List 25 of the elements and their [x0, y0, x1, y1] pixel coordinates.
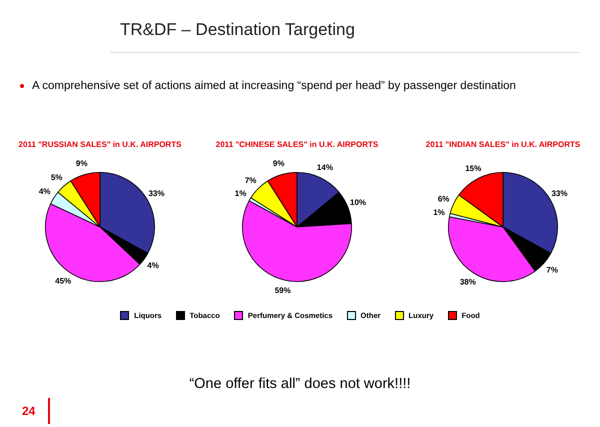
chart-title: 2011 "CHINESE SALES" in U.K. AIRPORTS	[214, 140, 380, 151]
data-label: 9%	[76, 159, 88, 168]
data-label: 38%	[460, 278, 476, 287]
data-label: 10%	[350, 198, 366, 208]
text: A comprehensive set of actions aimed at increasing “spend per head” by passenger destination	[32, 80, 516, 92]
chart-title: 2011 "INDIAN SALES" in U.K. AIRPORTS	[424, 140, 582, 151]
data-label: 45%	[55, 276, 72, 286]
data-label: 5%	[50, 172, 62, 182]
data-label: 33%	[148, 188, 164, 198]
data-label: 7%	[244, 176, 256, 185]
data-label: 14%	[316, 162, 333, 172]
data-label: 7%	[546, 266, 558, 275]
text: TR&DF – Destination Targeting	[120, 20, 355, 40]
data-label: 1%	[433, 208, 445, 217]
data-label: 33%	[551, 188, 568, 198]
text: “One offer fits all” does not work!!!!	[188, 376, 412, 392]
text: 24	[22, 404, 36, 418]
data-label: 4%	[38, 187, 50, 196]
data-label: 9%	[272, 159, 284, 168]
data-label: 4%	[147, 260, 159, 270]
data-label: 59%	[274, 286, 291, 296]
chart-title: 2011 "RUSSIAN SALES" in U.K. AIRPORTS	[18, 140, 182, 151]
data-label: 1%	[234, 188, 246, 198]
data-label: 6%	[438, 194, 450, 204]
data-label: 15%	[465, 164, 482, 173]
